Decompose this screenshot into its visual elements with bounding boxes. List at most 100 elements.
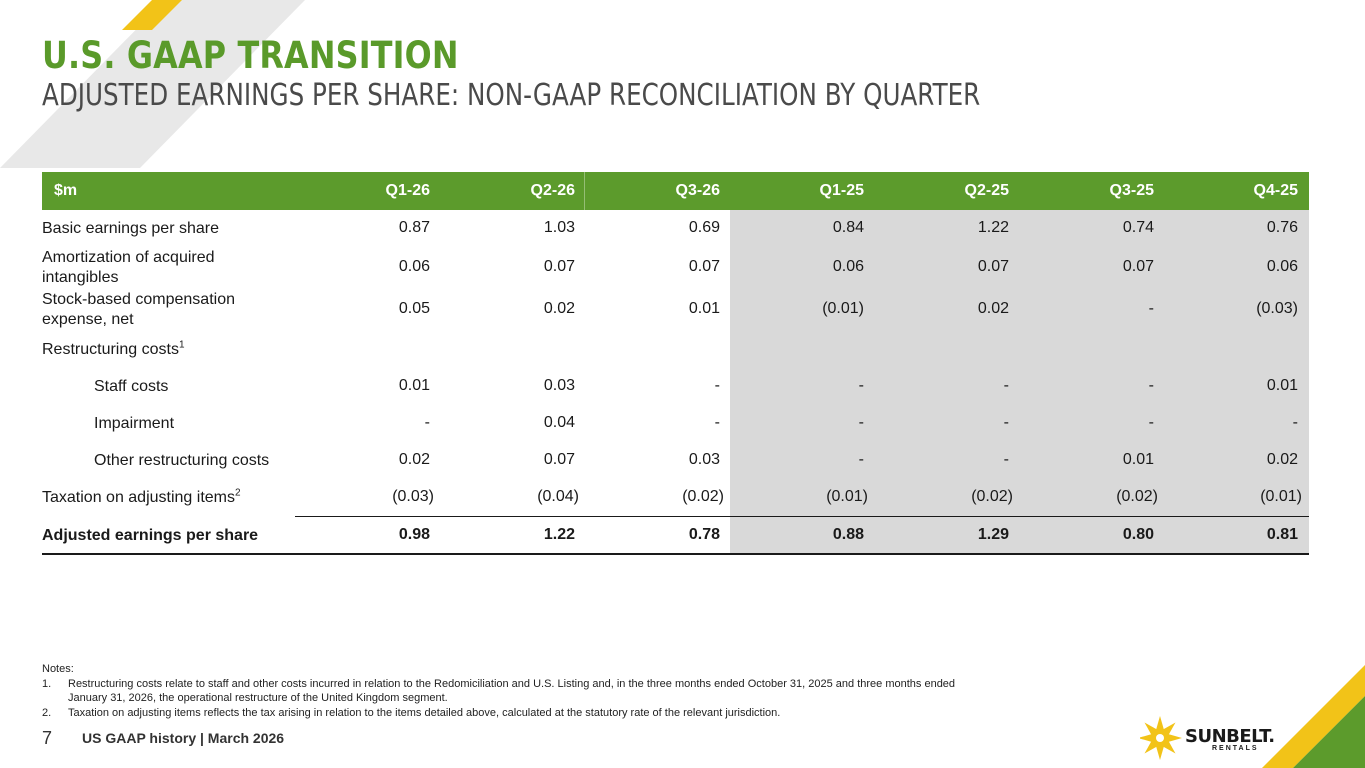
bottom-right-green-triangle (1293, 696, 1365, 768)
note-item: 1. Restructuring costs relate to staff a… (42, 677, 1068, 706)
table-cell: - (1292, 414, 1298, 431)
table-cell: (0.03) (1256, 300, 1298, 317)
table-cell: 0.98 (398, 526, 430, 543)
table-cell: 0.04 (543, 414, 575, 431)
table-cell: 0.07 (977, 258, 1009, 275)
table-cell: 0.74 (1122, 219, 1154, 236)
table-cell: 0.03 (688, 451, 720, 468)
table-cell: 0.05 (398, 300, 430, 317)
table-cell: - (858, 451, 864, 468)
table-cell: 0.01 (398, 377, 430, 394)
table-cell: - (1003, 377, 1009, 394)
row-label-impairment: Impairment (94, 415, 175, 432)
column-header-q4-25: Q4-25 (1253, 182, 1298, 199)
top-left-yellow-stripe (122, 0, 182, 30)
table-cell: 0.01 (1266, 377, 1298, 394)
table-cell: - (714, 377, 720, 394)
table-cell: (0.01) (1260, 488, 1302, 505)
table-cell: 0.80 (1122, 526, 1154, 543)
row-label-amortization: Amortization of acquired intangibles (42, 248, 215, 288)
footer-text: US GAAP history | March 2026 (82, 730, 285, 746)
table-cell: 0.06 (1266, 258, 1298, 275)
table-cell: 0.02 (977, 300, 1009, 317)
table-cell: - (1003, 414, 1009, 431)
column-header-q3-25: Q3-25 (1109, 182, 1154, 199)
row-label-line: expense, net (42, 311, 134, 328)
table-cell: - (858, 377, 864, 394)
table-cell: 0.02 (398, 451, 430, 468)
column-header-q2-26: Q2-26 (530, 182, 575, 199)
column-header-q3-26: Q3-26 (675, 182, 720, 199)
table-cell: 0.07 (1122, 258, 1154, 275)
table-cell: 0.69 (688, 219, 720, 236)
row-label-text: Taxation on adjusting items (42, 489, 235, 506)
table-cell: (0.02) (971, 488, 1013, 505)
table-cell: 0.06 (398, 258, 430, 275)
table-cell: - (858, 414, 864, 431)
note-item: 2. Taxation on adjusting items reflects … (42, 706, 1068, 721)
column-header-q1-26: Q1-26 (385, 182, 430, 199)
footnote-marker: 1 (178, 339, 185, 351)
table-cell: (0.02) (1116, 488, 1158, 505)
table-cell: (0.04) (537, 488, 579, 505)
logo-wordmark: SUNBELT. (1185, 726, 1275, 747)
column-header-label: $m (54, 182, 78, 199)
table-cell: 0.07 (543, 451, 575, 468)
column-header-q2-25: Q2-25 (964, 182, 1009, 199)
page-title: U.S. GAAP TRANSITION (42, 34, 459, 77)
table-cell: (0.01) (822, 300, 864, 317)
note-number: 1. (42, 677, 52, 690)
table-cell: 0.07 (543, 258, 575, 275)
table-cell: 0.01 (688, 300, 720, 317)
subtotal-rule (295, 516, 1309, 517)
notes-heading: Notes: (42, 663, 74, 675)
prior-year-shading (730, 210, 1309, 554)
note-line: Restructuring costs relate to staff and … (68, 677, 956, 690)
sunbelt-sun-logo-icon (1140, 716, 1182, 760)
row-label-other-restructuring-costs: Other restructuring costs (94, 452, 270, 469)
row-label-staff-costs: Staff costs (94, 378, 169, 395)
row-label-adjusted-eps: Adjusted earnings per share (42, 527, 259, 544)
table-cell: 0.78 (688, 526, 720, 543)
footnote-marker: 2 (235, 487, 241, 499)
table-cell: - (1148, 300, 1154, 317)
row-label-stock-based-compensation: Stock-based compensation expense, net (42, 290, 235, 330)
row-label-line: Amortization of acquired (42, 249, 215, 266)
table-cell: 1.03 (543, 219, 575, 236)
note-line: January 31, 2026, the operational restru… (68, 692, 448, 704)
table-cell: 0.84 (832, 219, 864, 236)
notes-section: Notes: 1. Restructuring costs relate to … (42, 662, 1068, 720)
table-cell: 0.07 (688, 258, 720, 275)
table-cell: 1.22 (543, 526, 575, 543)
table-cell: 0.02 (1266, 451, 1298, 468)
column-header-q1-25: Q1-25 (819, 182, 864, 199)
table-cell: 0.76 (1266, 219, 1298, 236)
table-cell: 1.29 (977, 526, 1009, 543)
header-divider (584, 172, 585, 210)
table-header (42, 172, 1309, 210)
note-number: 2. (42, 706, 52, 719)
row-label-basic-eps: Basic earnings per share (42, 220, 219, 237)
page-subtitle: ADJUSTED EARNINGS PER SHARE: NON-GAAP RE… (42, 78, 981, 113)
page-number: 7 (42, 728, 53, 748)
table-cell: - (1148, 414, 1154, 431)
table-cell: 0.02 (543, 300, 575, 317)
total-rule (42, 553, 1309, 555)
table-cell: 0.87 (398, 219, 430, 236)
row-label-line: intangibles (42, 269, 119, 286)
table-cell: 0.01 (1122, 451, 1154, 468)
note-text: Restructuring costs relate to staff and … (68, 677, 1068, 706)
row-label-restructuring-costs: Restructuring costs1 (42, 340, 185, 360)
table-cell: - (714, 414, 720, 431)
row-label-taxation-on-adjusting-items: Taxation on adjusting items2 (42, 488, 241, 508)
table-cell: - (1148, 377, 1154, 394)
table-cell: - (1003, 451, 1009, 468)
row-label-line: Stock-based compensation (42, 291, 235, 308)
table-cell: (0.03) (392, 488, 434, 505)
note-text: Taxation on adjusting items reflects the… (68, 706, 781, 719)
table-cell: 1.22 (977, 219, 1009, 236)
table-cell: (0.01) (826, 488, 868, 505)
table-cell: 0.88 (832, 526, 864, 543)
table-cell: 0.81 (1266, 526, 1298, 543)
table-cell: 0.03 (543, 377, 575, 394)
